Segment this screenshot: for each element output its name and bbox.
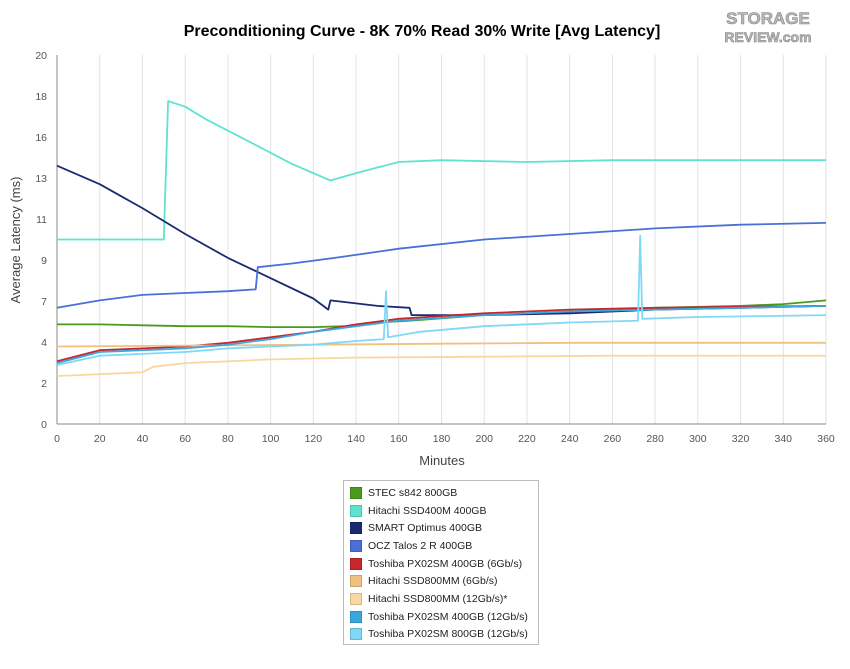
- legend-item: Hitachi SSD800MM (6Gb/s): [350, 572, 532, 590]
- logo-line2: REVIEW.com: [724, 29, 811, 45]
- legend-item: Hitachi SSD800MM (12Gb/s)*: [350, 590, 532, 608]
- x-tick-label: 360: [817, 433, 835, 445]
- x-tick-label: 340: [775, 433, 793, 445]
- series-line-2: [57, 100, 826, 241]
- y-tick-label: 16: [35, 132, 47, 144]
- x-tick-label: 200: [475, 433, 493, 445]
- legend: STEC s842 800GB Hitachi SSD400M 400GB SMAR…: [343, 480, 539, 645]
- legend-swatch: [350, 610, 362, 623]
- legend-swatch: [350, 522, 362, 535]
- x-tick-label: 80: [222, 433, 234, 445]
- x-axis-label: Minutes: [419, 453, 465, 468]
- legend-label: SMART Optimus 400GB: [368, 522, 482, 535]
- x-tick-label: 20: [94, 433, 106, 445]
- x-tick-label: 240: [561, 433, 579, 445]
- y-tick-label: 7: [41, 296, 47, 308]
- legend-swatch: [350, 592, 362, 605]
- legend-item: Toshiba PX02SM 400GB (12Gb/s): [350, 608, 532, 626]
- y-tick-label: 9: [41, 255, 47, 267]
- y-tick-label: 0: [41, 419, 47, 431]
- legend-label: STEC s842 800GB: [368, 486, 458, 499]
- y-tick-label: 20: [35, 50, 47, 62]
- legend-label: Hitachi SSD800MM (12Gb/s)*: [368, 592, 508, 605]
- legend-label: Hitachi SSD400M 400GB: [368, 504, 487, 517]
- series-line-9: [56, 234, 827, 366]
- x-tick-label: 40: [137, 433, 149, 445]
- x-tick-label: 320: [732, 433, 750, 445]
- chart-title: Preconditioning Curve - 8K 70% Read 30% …: [184, 23, 661, 40]
- legend-item: STEC s842 800GB: [350, 484, 532, 502]
- x-tick-label: 160: [390, 433, 408, 445]
- legend-label: Toshiba PX02SM 800GB (12Gb/s): [368, 628, 528, 641]
- legend-swatch: [350, 575, 362, 588]
- series-line-7: [56, 354, 826, 377]
- x-tick-label: 260: [604, 433, 622, 445]
- legend-item: Toshiba PX02SM 800GB (12Gb/s): [350, 626, 532, 644]
- legend-swatch: [350, 628, 362, 641]
- x-tick-label: 0: [54, 433, 60, 445]
- legend-label: Hitachi SSD800MM (6Gb/s): [368, 575, 498, 588]
- y-axis-label: Average Latency (ms): [8, 177, 23, 304]
- y-tick-label: 18: [35, 91, 47, 103]
- storage-review-logo: STORAGE REVIEW.com: [724, 9, 812, 46]
- x-tick-label: 140: [347, 433, 365, 445]
- legend-swatch: [350, 504, 362, 517]
- legend-swatch: [350, 539, 362, 552]
- y-tick-label: 13: [35, 173, 47, 185]
- series-line-4: [56, 222, 827, 309]
- series-line-3: [56, 164, 827, 316]
- legend-label: Toshiba PX02SM 400GB (6Gb/s): [368, 557, 523, 570]
- series-line-6: [56, 341, 826, 348]
- legend-item: Hitachi SSD400M 400GB: [350, 502, 532, 520]
- legend-item: SMART Optimus 400GB: [350, 519, 532, 537]
- x-tick-label: 180: [433, 433, 451, 445]
- legend-item: OCZ Talos 2 R 400GB: [350, 537, 532, 555]
- legend-label: Toshiba PX02SM 400GB (12Gb/s): [368, 610, 528, 623]
- x-tick-label: 100: [262, 433, 280, 445]
- x-tick-label: 120: [305, 433, 323, 445]
- legend-label: OCZ Talos 2 R 400GB: [368, 539, 473, 552]
- series-line-8: [56, 305, 827, 364]
- legend-swatch: [350, 557, 362, 570]
- x-tick-label: 280: [646, 433, 664, 445]
- x-tick-label: 300: [689, 433, 707, 445]
- y-tick-label: 4: [41, 337, 47, 349]
- y-tick-label: 2: [41, 378, 47, 390]
- y-tick-label: 11: [36, 214, 47, 226]
- legend-swatch: [350, 486, 362, 499]
- x-tick-label: 220: [518, 433, 536, 445]
- x-tick-label: 60: [179, 433, 191, 445]
- logo-line1: STORAGE: [726, 9, 810, 28]
- legend-item: Toshiba PX02SM 400GB (6Gb/s): [350, 555, 532, 573]
- plot-area: 0 20 40 60 80 100 120 140 160 180 200 220 240 260 280 3…: [35, 50, 835, 445]
